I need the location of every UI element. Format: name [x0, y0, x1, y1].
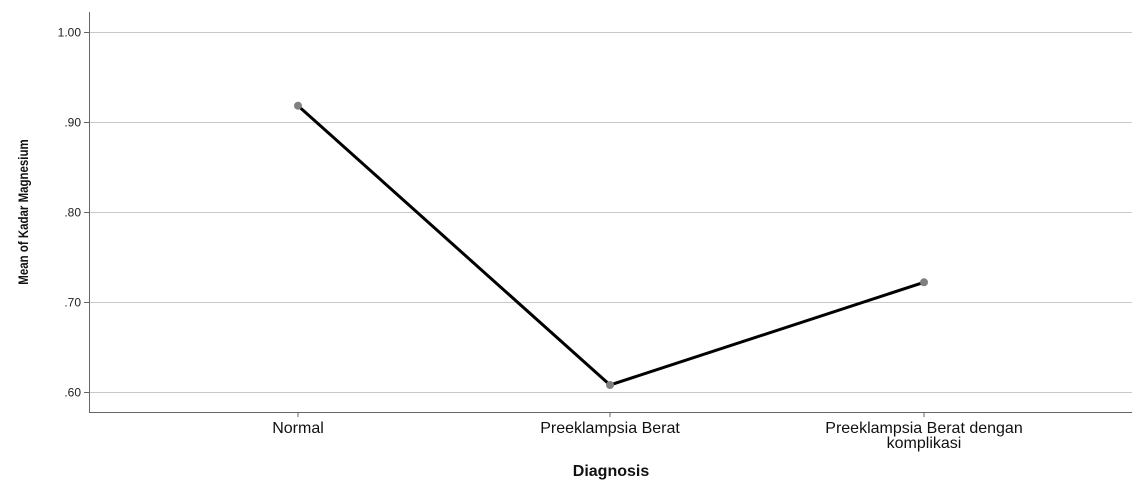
x-category-label: Preeklampsia Berat	[540, 420, 680, 437]
series-line	[296, 104, 925, 387]
data-point	[920, 278, 928, 287]
y-axis-label: Mean of Kadar Magnesium	[15, 139, 31, 284]
axes	[84, 12, 1132, 417]
y-tick-label: .90	[64, 116, 81, 130]
series	[294, 101, 928, 389]
y-tick-label: 1.00	[58, 26, 82, 40]
x-axis-label: Diagnosis	[573, 463, 650, 480]
x-category-labels: Normal Preeklampsia Berat Preeklampsia Ber…	[272, 420, 1023, 452]
x-category-label: Preeklampsia Berat dengan	[825, 420, 1022, 437]
y-tick-label: .70	[64, 296, 81, 310]
data-point	[606, 381, 614, 389]
y-tick-label: .80	[64, 206, 81, 220]
data-point	[294, 101, 302, 110]
x-category-label: Normal	[272, 420, 324, 437]
gridlines	[89, 32, 1132, 393]
y-tick-labels: .60 .70 .80 .90 1.00	[58, 26, 82, 400]
x-category-label: komplikasi	[887, 435, 962, 452]
y-tick-label: .60	[64, 386, 81, 400]
